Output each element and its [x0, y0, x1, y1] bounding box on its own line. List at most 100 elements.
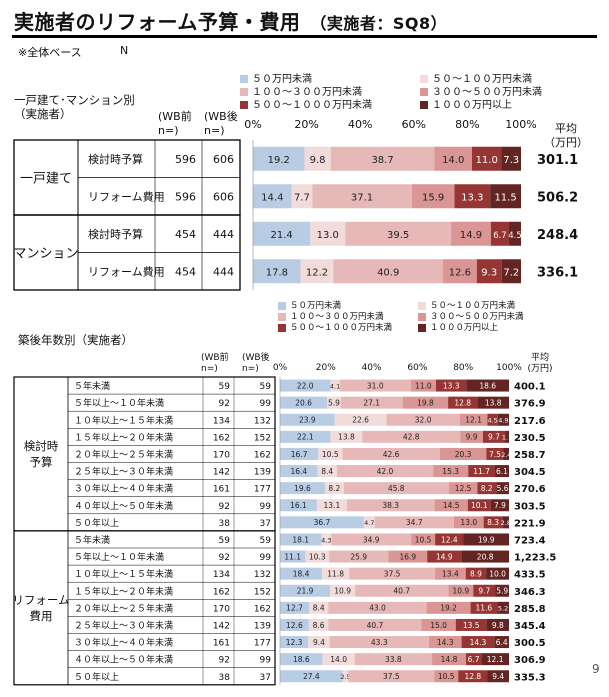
bar-segment [280, 601, 310, 614]
bar-segment [458, 670, 488, 683]
bar-segment [280, 550, 306, 563]
bar-segment [495, 465, 509, 478]
legend-label: １０００万円以上 [430, 323, 499, 333]
data-label: 18.4 [293, 569, 310, 578]
x-tick-label: 80% [453, 363, 473, 373]
data-label: 39.5 [387, 230, 409, 241]
data-label: 18.6 [293, 655, 310, 664]
bar-segment [343, 482, 449, 495]
n-after: 99 [260, 502, 272, 512]
data-label: 8.2 [481, 484, 493, 493]
bar-segment [300, 259, 334, 284]
n-before: 38 [219, 519, 231, 529]
data-label: 20.3 [455, 450, 472, 459]
data-label: 13.8 [485, 398, 502, 407]
data-label: 10.5 [322, 450, 339, 459]
bar-segment [460, 430, 483, 443]
n-after: 162 [254, 450, 271, 460]
bar-segment [342, 447, 440, 460]
bar-segment [334, 413, 387, 426]
data-label: 18.1 [292, 535, 309, 544]
data-label: 15.3 [442, 467, 459, 476]
bar-segment [291, 184, 313, 209]
data-label: 13.3 [443, 381, 460, 390]
data-label: 13.8 [338, 433, 355, 442]
n-after: 152 [254, 433, 271, 443]
avg-value: 723.4 [514, 535, 546, 546]
bar-segment [305, 550, 330, 563]
data-label: 11.6 [475, 604, 492, 613]
data-label: 16.7 [291, 450, 308, 459]
n-before: 92 [219, 656, 230, 666]
n-after: 139 [254, 468, 271, 478]
group-label: 費用 [30, 609, 53, 623]
bar-segment [316, 499, 347, 512]
bar-segment [342, 670, 349, 683]
row-label: ２５年以上～３０年未満 [74, 466, 173, 478]
legend-item: ５０～１００万円未満 [418, 299, 515, 311]
data-label: 42.8 [403, 433, 420, 442]
data-label: 8.6 [313, 621, 325, 630]
row-label: ２５年以上～３０年未満 [74, 619, 173, 631]
n-before: 142 [213, 468, 230, 478]
bar-segment [432, 653, 466, 666]
legend-label: １００～３００万円未満 [290, 312, 384, 322]
data-label: 15.0 [430, 621, 447, 630]
row-label: ２０年以上～２５年未満 [74, 448, 173, 460]
legend-label: ３００～５００万円未満 [430, 312, 524, 322]
bar-segment [330, 146, 435, 171]
bar-segment [501, 146, 521, 171]
bar-segment [496, 482, 509, 495]
bar-segment [435, 379, 467, 392]
avg-value: 300.5 [514, 638, 546, 649]
n-before: 170 [213, 450, 230, 460]
data-label: 32.0 [415, 416, 432, 425]
data-label: 5.2 [498, 605, 508, 613]
n-after: 37 [260, 673, 271, 683]
n-before: 162 [213, 587, 230, 597]
legend-swatch [240, 88, 248, 96]
bar-segment [308, 636, 330, 649]
legend-label: ５０～１００万円未満 [430, 301, 516, 311]
bar-segment [321, 533, 332, 546]
x-tick-label: 60% [407, 363, 427, 373]
bar-segment [318, 447, 343, 460]
data-label: 16.9 [399, 552, 416, 561]
data-label: 4.5 [487, 417, 497, 425]
bar-segment [434, 670, 459, 683]
bar-segment [322, 653, 355, 666]
data-label: 5.9 [328, 398, 340, 407]
data-label: 22.1 [297, 433, 314, 442]
avg-value: 346.3 [514, 587, 546, 598]
legend-swatch [418, 312, 426, 321]
data-label: 22.0 [297, 381, 314, 390]
legend-swatch [278, 312, 286, 321]
bar-segment [333, 259, 444, 284]
bar-segment [349, 567, 436, 580]
bar-segment [486, 447, 504, 460]
bar-segment [463, 533, 509, 546]
bar-segment [468, 465, 496, 478]
data-label: 21.9 [297, 587, 314, 596]
data-label: 13.1 [324, 501, 341, 510]
bar-segment [328, 601, 427, 614]
n-after: 444 [213, 265, 234, 278]
bar-segment [505, 430, 509, 443]
bar-segment [374, 516, 454, 529]
n-after: 132 [254, 570, 271, 580]
n-after: 606 [213, 153, 234, 166]
bar-segment [329, 550, 389, 563]
n-before: 161 [213, 639, 230, 649]
n-before: 454 [175, 265, 196, 278]
data-label: 6.1 [496, 467, 508, 476]
x-tick-label: 20% [294, 118, 318, 131]
col-header-wb-before: n=) [201, 364, 218, 374]
bar-segment [280, 447, 319, 460]
data-label: 11.5 [494, 192, 516, 203]
row-label: １０年以上～１５年未満 [74, 568, 173, 580]
data-label: 8.3 [487, 518, 499, 527]
bar-segment [448, 584, 474, 597]
page-subtitle: （実施者：SQ8） [310, 14, 448, 33]
bar-segment [328, 618, 422, 631]
